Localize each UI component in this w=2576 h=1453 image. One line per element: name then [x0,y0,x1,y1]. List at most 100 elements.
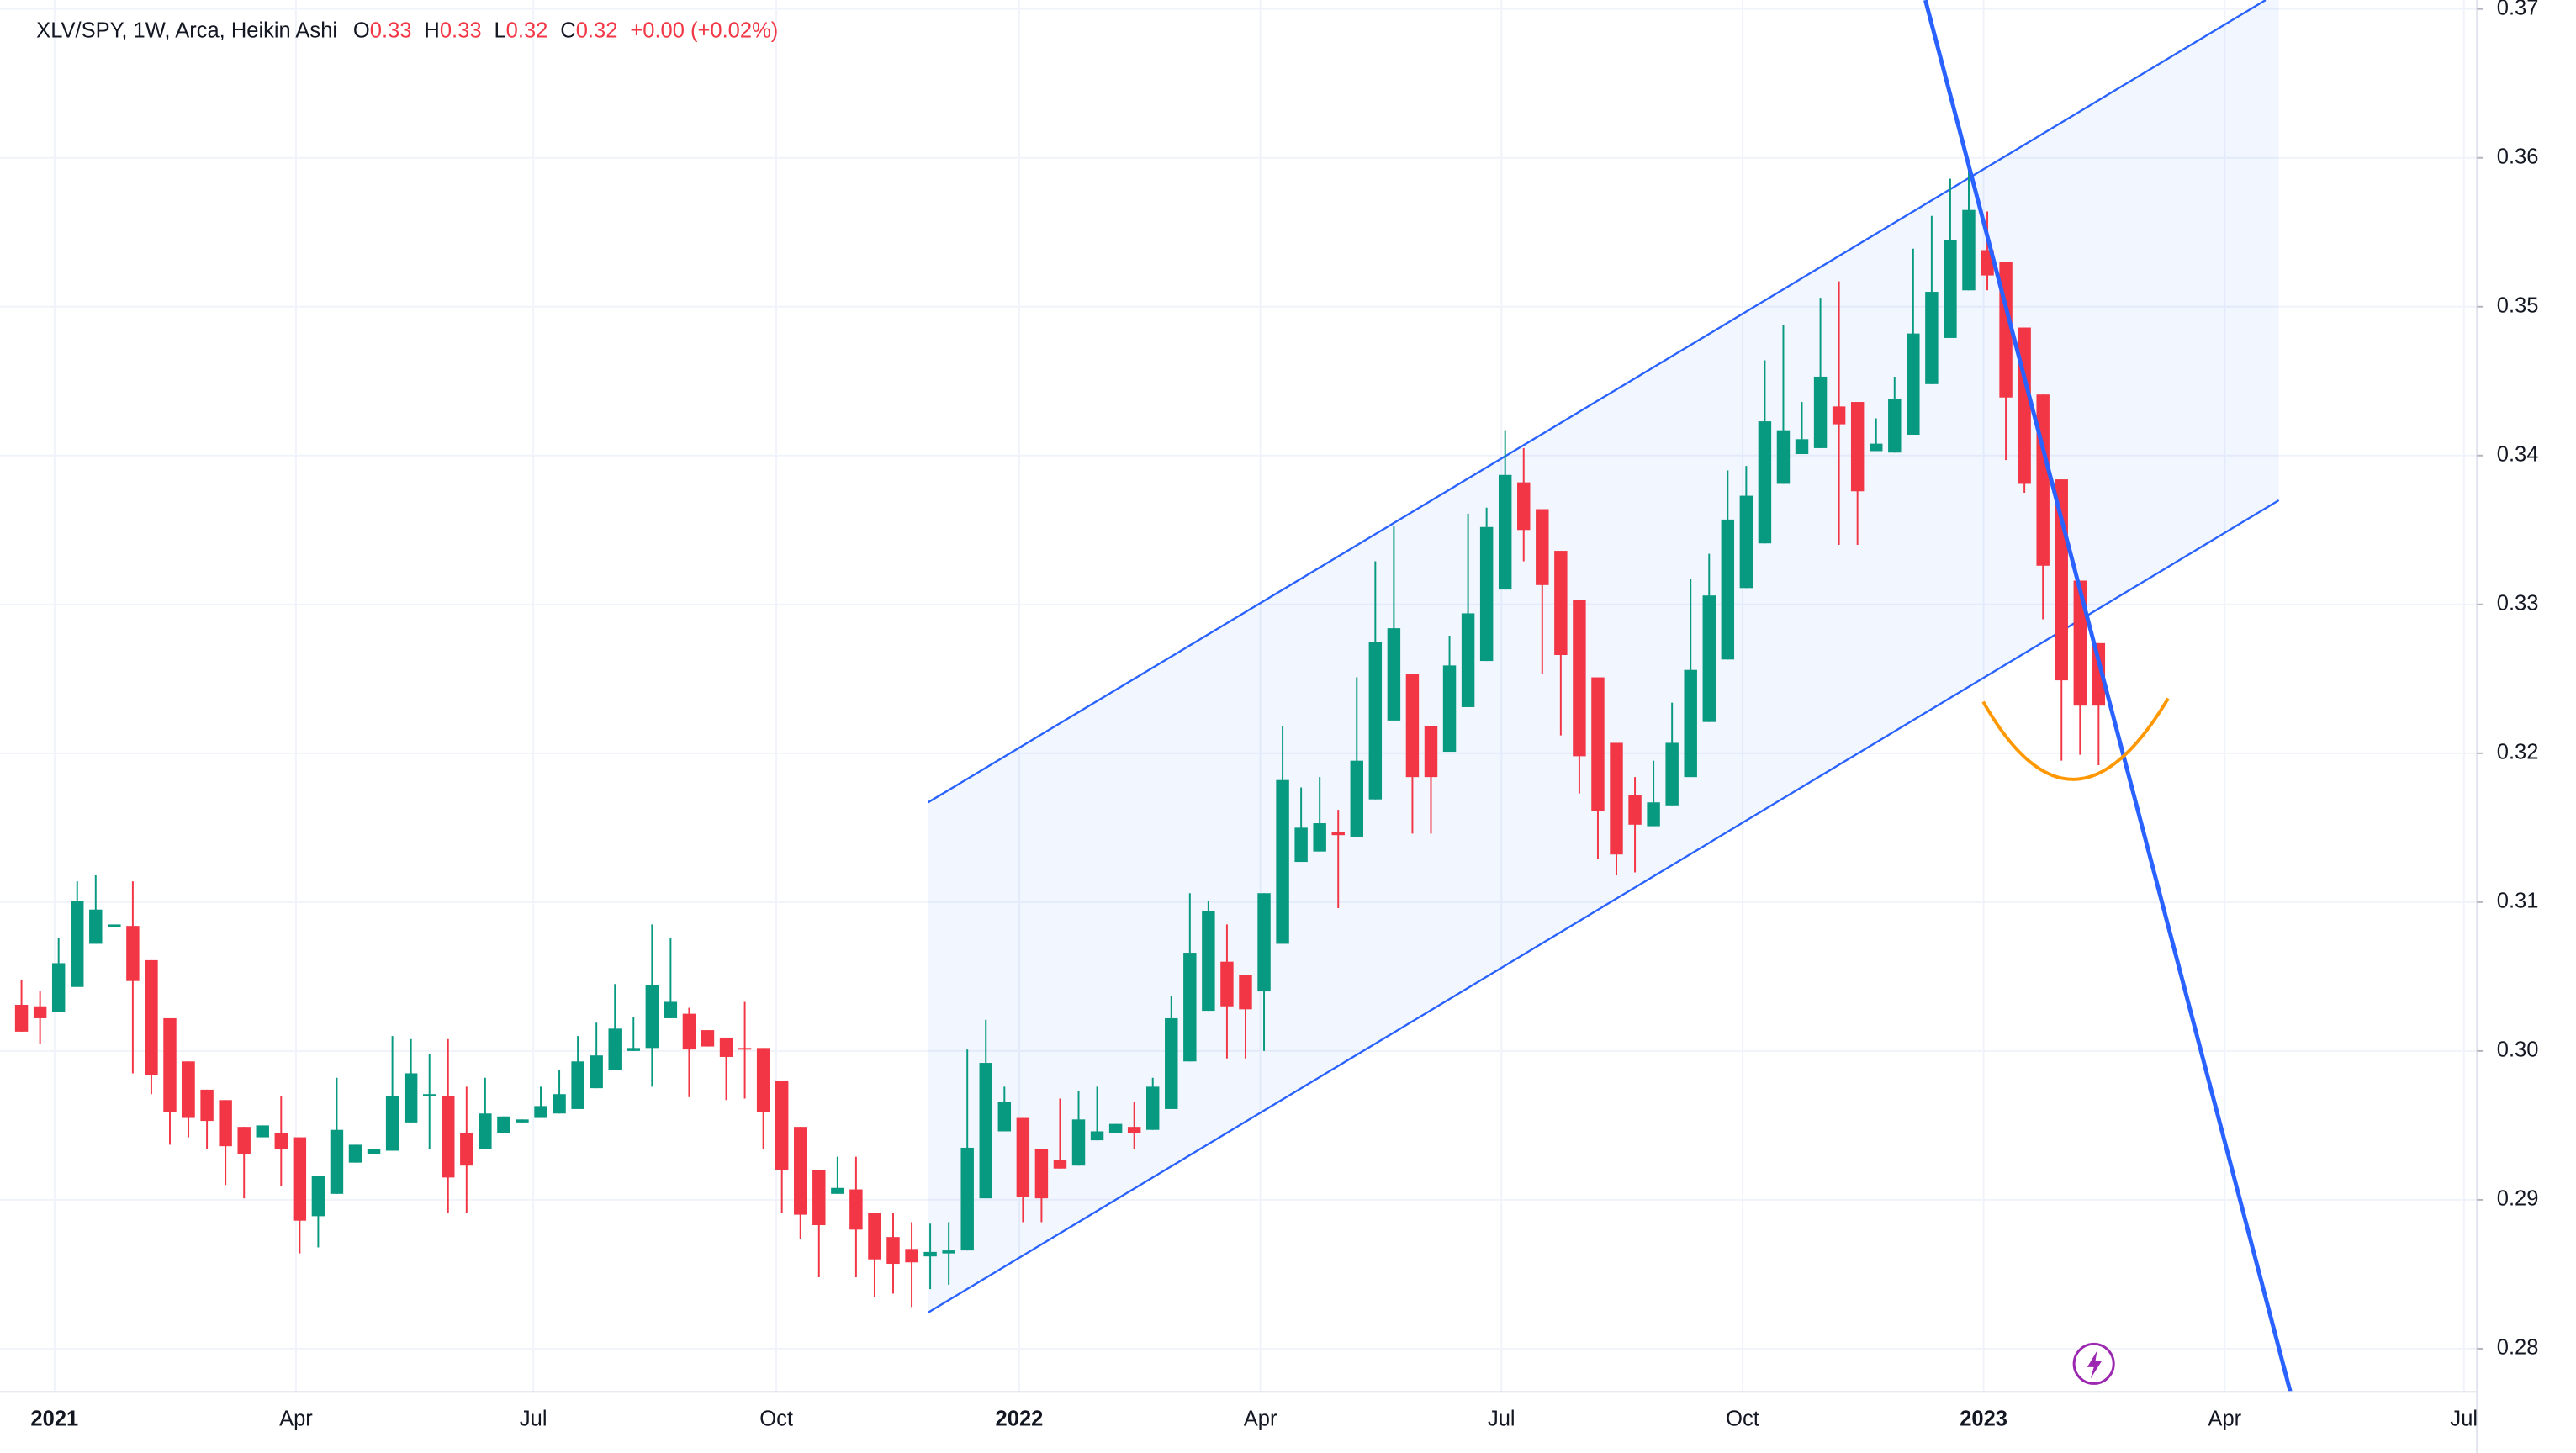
candle-body [1479,526,1494,662]
candle-body [108,924,121,927]
candle-body [1053,1160,1067,1169]
ohlc-key: O [353,18,370,42]
candle-body [719,1037,733,1057]
candle-body [367,1149,381,1154]
candle-body [1554,551,1568,655]
ohlc-key: C [560,18,575,42]
y-tick-label: 0.37 [2497,0,2539,19]
candle-body [1702,595,1716,722]
candle-body [997,1102,1012,1132]
candle-body [849,1189,863,1230]
channel-upper [927,0,2267,804]
candle-body [1350,760,1364,837]
candle-body [1907,333,1920,435]
candle-body [1202,911,1215,1012]
candle-body [608,1028,622,1070]
x-tick-label: 2021 [30,1407,78,1430]
x-tick-label: Jul [520,1407,547,1430]
event-icon[interactable] [2072,1342,2115,1385]
candle-body [1034,1149,1049,1199]
candle-body [1183,953,1197,1062]
candle-body [163,1017,177,1112]
candle-body [1127,1127,1141,1133]
candle-body [1647,802,1660,827]
candle-body [1405,674,1420,778]
candle-body [348,1144,362,1163]
price-axis: 0.28 0.29 0.30 0.31 0.32 0.33 0.34 0.35 0.36 0.37 [2477,0,2538,1360]
candle-body [51,963,66,1012]
candle-body [1517,482,1531,531]
candle-body [1776,430,1791,484]
change: +0.00 (+0.02%) [630,18,778,42]
symbol: XLV/SPY, 1W, Arca, Heikin Ashi [36,18,337,42]
candle-body [1313,823,1326,852]
candle-body [1962,209,1976,291]
candle-body [1739,495,1753,589]
candle-body [404,1073,418,1123]
candle-body [1071,1119,1086,1166]
candle-body [1146,1086,1160,1130]
candle-body [627,1048,640,1051]
x-tick-label: Jul [1488,1407,1515,1430]
candle-body [1925,292,1939,384]
y-tick-label: 0.30 [2497,1038,2539,1062]
ohlc-key: H [424,18,439,42]
candle-body [1944,240,1957,338]
candle-body [293,1137,307,1221]
candle-body [1387,628,1401,721]
candle-body [1758,421,1772,544]
candle-body [1721,519,1735,660]
candle-body [812,1170,826,1226]
x-tick-label: Apr [2208,1407,2241,1430]
x-tick-label: Apr [1244,1407,1277,1430]
candle-body [71,901,84,987]
candle-body [14,1005,29,1032]
arc-drawing [1981,697,2170,781]
candle-body [2018,327,2031,484]
candle-body [1832,406,1846,425]
candle-body [1536,509,1549,585]
candle-body [1108,1123,1123,1133]
candle-body [219,1100,232,1147]
candle-body [126,926,140,981]
candle-body [1795,439,1809,455]
candle-body [2092,642,2106,706]
candle-body [33,1006,47,1018]
candle-body [1239,975,1252,1010]
y-tick-label: 0.33 [2497,592,2539,616]
x-tick-label: 2022 [996,1407,1044,1430]
candle-body [1165,1017,1178,1109]
candle-body [553,1094,566,1114]
candle-body [1424,726,1438,778]
x-tick-label: Jul [2450,1407,2478,1430]
x-tick-label: Oct [759,1407,793,1430]
candle-body [979,1063,992,1199]
candle-body [775,1081,789,1170]
candle-body [497,1116,510,1133]
candle-body [905,1249,918,1263]
y-tick-label: 0.32 [2497,741,2539,764]
candle-body [2073,580,2087,706]
y-tick-label: 0.35 [2497,293,2539,317]
candle-body [682,1013,696,1050]
y-tick-label: 0.28 [2497,1336,2539,1360]
event-bolt[interactable] [2087,1350,2103,1379]
x-tick-label: Apr [279,1407,313,1430]
candle-body [923,1251,937,1257]
ohlc-value: 0.33 [370,18,412,42]
candle-body [2036,394,2050,566]
candle-body [534,1106,547,1118]
candle-body [1813,376,1828,448]
candle-body [1276,779,1289,944]
candle-body [794,1127,807,1215]
candle-body [1850,402,1865,492]
candle-body [831,1187,844,1194]
time-axis: 2021 Apr Jul Oct 2022 Apr Jul Oct 2023 Apr Jul [30,1407,2478,1430]
candle-body [182,1061,195,1118]
candle-body [1870,443,1883,452]
candle-body [1628,795,1642,825]
candle-body [274,1133,288,1149]
y-tick-label: 0.36 [2497,145,2539,168]
candle-body [1888,399,1902,453]
candle-body [385,1095,399,1151]
